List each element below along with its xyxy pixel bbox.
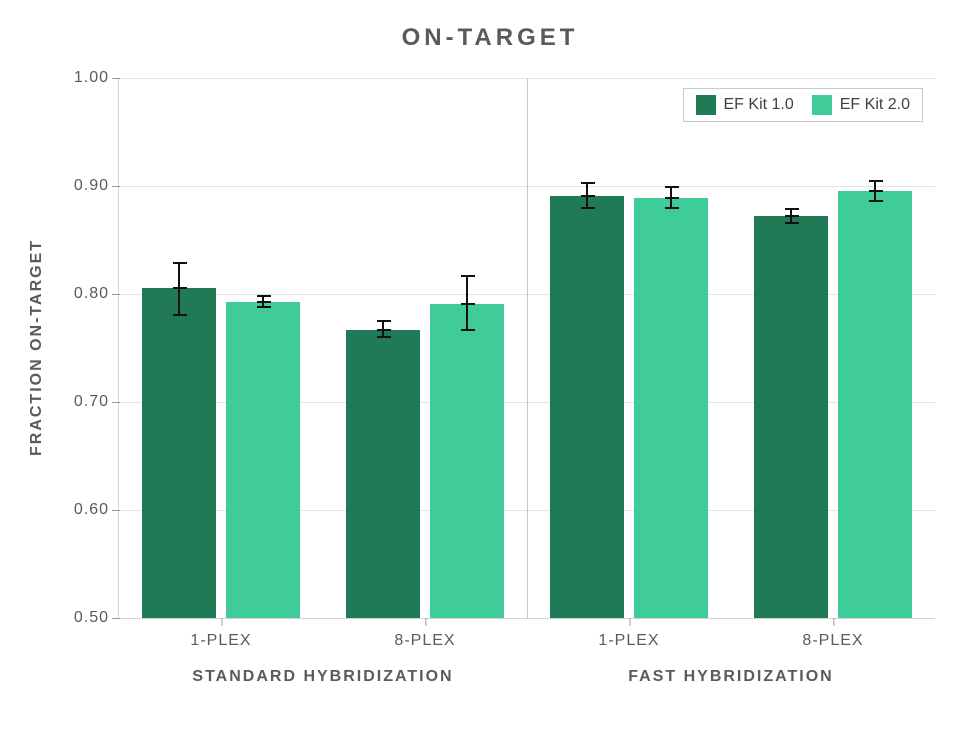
x-tick-label: 8-PLEX	[802, 618, 863, 650]
y-axis-label: FRACTION ON-TARGET	[28, 239, 46, 456]
chart-container: ON-TARGET FRACTION ON-TARGET EF Kit 1.0E…	[0, 0, 980, 739]
error-bar	[790, 209, 792, 223]
bar	[634, 198, 707, 618]
x-tick-label: 1-PLEX	[190, 618, 251, 650]
error-bar	[178, 263, 180, 315]
legend-swatch	[812, 95, 832, 115]
panel-label: STANDARD HYBRIDIZATION	[192, 668, 453, 686]
chart-title: ON-TARGET	[0, 24, 980, 52]
bar	[838, 191, 911, 618]
bar	[754, 216, 827, 618]
legend-item: EF Kit 1.0	[696, 95, 794, 115]
y-tick-label: 1.00	[74, 69, 119, 87]
error-bar	[586, 183, 588, 208]
legend: EF Kit 1.0 EF Kit 2.0	[683, 88, 924, 122]
x-tick-label: 1-PLEX	[598, 618, 659, 650]
panel-divider	[527, 78, 528, 618]
x-tick-label: 8-PLEX	[394, 618, 455, 650]
legend-label: EF Kit 1.0	[724, 96, 794, 114]
y-tick-label: 0.60	[74, 501, 119, 519]
legend-swatch	[696, 95, 716, 115]
error-bar	[670, 187, 672, 208]
bar	[550, 196, 623, 618]
plot-area: EF Kit 1.0EF Kit 2.0 0.500.600.700.800.9…	[118, 78, 935, 619]
error-bar	[382, 321, 384, 337]
legend-item: EF Kit 2.0	[812, 95, 910, 115]
error-bar	[874, 181, 876, 202]
error-bar	[262, 296, 264, 307]
error-bar	[466, 276, 468, 330]
y-tick-label: 0.90	[74, 177, 119, 195]
y-tick-label: 0.70	[74, 393, 119, 411]
bar	[430, 304, 503, 618]
y-tick-label: 0.50	[74, 609, 119, 627]
y-tick-label: 0.80	[74, 285, 119, 303]
bar	[226, 302, 299, 618]
legend-label: EF Kit 2.0	[840, 96, 910, 114]
bar	[346, 330, 419, 618]
panel-label: FAST HYBRIDIZATION	[628, 668, 833, 686]
bar	[142, 288, 215, 618]
